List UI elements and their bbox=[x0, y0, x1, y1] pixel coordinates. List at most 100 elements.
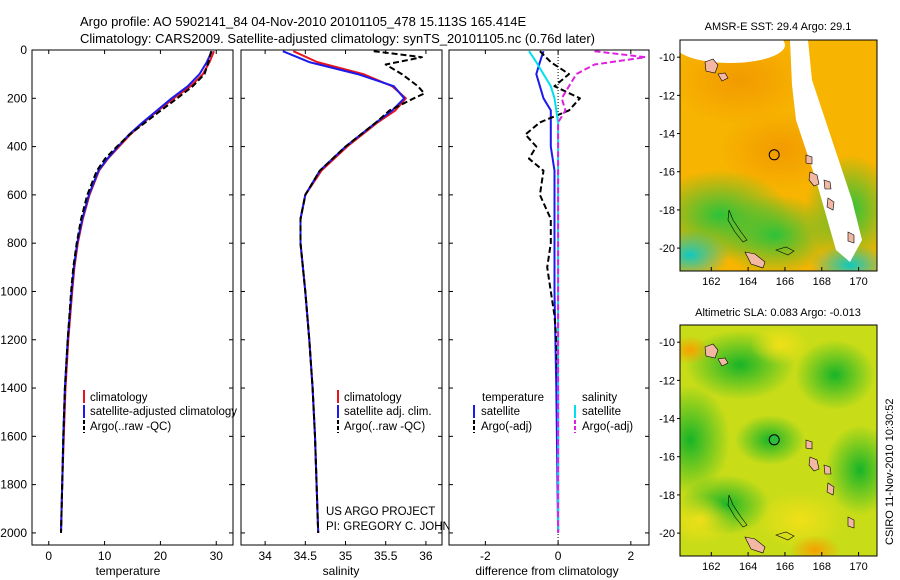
legend-label-sal-argo: Argo(-adj) bbox=[582, 421, 633, 433]
difference-panel: -2 0 2 difference from climatology tempera… bbox=[448, 49, 650, 578]
y-tick-label: 1200 bbox=[0, 333, 27, 347]
x-tick-label: -2 bbox=[480, 549, 491, 563]
map-y-tick-label: -16 bbox=[659, 452, 675, 464]
temperature-y-ticks: 0 200 400 600 800 1000 1200 1400 1600 1800 2000 bbox=[0, 43, 233, 540]
map-x-tick-label: 166 bbox=[776, 561, 794, 573]
sla-high-patch bbox=[755, 490, 845, 550]
sla-map-frame bbox=[679, 324, 878, 557]
island bbox=[847, 516, 855, 529]
map-x-tick-label: 164 bbox=[739, 561, 757, 573]
difference-axes-box bbox=[448, 49, 650, 546]
x-tick-label: 35.5 bbox=[374, 549, 398, 563]
island bbox=[744, 536, 766, 554]
sla-field bbox=[680, 325, 877, 556]
temperature-panel: 0 200 400 600 800 1000 1200 1400 1600 1800 2000 0 1… bbox=[0, 43, 237, 578]
salinity-legend: climatology satellite adj. clim. Argo(..… bbox=[337, 390, 432, 433]
sla-low-patch bbox=[825, 425, 877, 515]
legend-label-argo: Argo(..raw -QC) bbox=[344, 421, 425, 433]
sst-map-panel: AMSR-E SST: 29.4 Argo: 29.1 bbox=[659, 21, 878, 288]
map-y-tick-label: -14 bbox=[659, 414, 675, 426]
map-x-tick-label: 170 bbox=[849, 561, 867, 573]
legend-background bbox=[475, 388, 545, 434]
y-tick-label: 2000 bbox=[0, 526, 27, 540]
sla-land bbox=[704, 343, 855, 554]
sla-map-panel: Altimetric SLA: 0.083 Argo: -0.013 bbox=[659, 307, 878, 573]
difference-x-ticks: -2 0 2 bbox=[449, 49, 649, 563]
sla-peak-patch bbox=[680, 336, 710, 364]
argo-float-marker bbox=[768, 149, 780, 161]
map-y-tick-label: -18 bbox=[659, 490, 675, 502]
y-tick-label: 600 bbox=[7, 188, 27, 202]
map-x-tick-label: 168 bbox=[813, 561, 831, 573]
difference-legend: temperature satellite Argo(-adj) salinit… bbox=[473, 388, 633, 434]
legend-label-temp-satellite: satellite bbox=[481, 406, 520, 418]
temperature-series bbox=[60, 50, 215, 533]
sla-low-patch bbox=[680, 385, 730, 495]
legend-title-salinity: salinity bbox=[582, 392, 617, 404]
y-tick-label: 400 bbox=[7, 140, 27, 154]
map-y-tick-label: -12 bbox=[659, 90, 675, 102]
map-y-tick-label: -14 bbox=[659, 129, 675, 141]
x-tick-label: 10 bbox=[98, 549, 112, 563]
sst-map-ticks: 162 164 166 168 170 -10 -12 -14 -16 -18 -20 bbox=[659, 52, 868, 288]
x-tick-label: 2 bbox=[627, 549, 634, 563]
island bbox=[826, 197, 835, 211]
x-tick-label: 36 bbox=[419, 549, 433, 563]
sla-high-patch bbox=[750, 325, 810, 365]
legend-label-temp-argo: Argo(-adj) bbox=[481, 421, 532, 433]
series-line-argo bbox=[299, 50, 426, 533]
x-tick-label: 0 bbox=[555, 549, 562, 563]
island bbox=[826, 482, 835, 496]
legend-label-sal-satellite: satellite bbox=[582, 406, 621, 418]
sst-missing-data bbox=[790, 40, 862, 262]
island bbox=[808, 171, 820, 187]
legend-label-climatology: climatology bbox=[344, 392, 402, 404]
reef-outline bbox=[775, 246, 795, 256]
map-y-tick-label: -20 bbox=[659, 243, 675, 255]
x-tick-label: 30 bbox=[210, 549, 224, 563]
salinity-x-label: salinity bbox=[323, 564, 360, 578]
reef-outline bbox=[727, 494, 748, 528]
sla-map-title: Altimetric SLA: 0.083 Argo: -0.013 bbox=[695, 307, 861, 319]
island bbox=[744, 251, 766, 269]
map-y-tick-label: -10 bbox=[659, 337, 675, 349]
argo-float-marker bbox=[768, 434, 780, 446]
map-y-tick-label: -12 bbox=[659, 375, 675, 387]
salinity-panel: 34 34.5 35 35.5 36 salinity climatology sate… bbox=[240, 49, 476, 578]
sla-high-patch bbox=[680, 495, 735, 545]
difference-series bbox=[524, 50, 647, 533]
island bbox=[704, 58, 719, 74]
island bbox=[704, 343, 719, 359]
salinity-axes-box bbox=[240, 49, 443, 546]
x-tick-label: 20 bbox=[154, 549, 168, 563]
island bbox=[717, 72, 729, 82]
sst-cold-patch bbox=[810, 245, 877, 271]
island bbox=[823, 464, 832, 475]
project-annotation: US ARGO PROJECT bbox=[326, 506, 435, 518]
map-x-tick-label: 162 bbox=[702, 561, 720, 573]
series-line-salinity-argo bbox=[557, 50, 647, 533]
island bbox=[847, 231, 855, 244]
temperature-x-label: temperature bbox=[96, 564, 161, 578]
x-tick-label: 34.5 bbox=[294, 549, 318, 563]
island bbox=[808, 456, 820, 472]
y-tick-label: 800 bbox=[7, 236, 27, 250]
map-y-tick-label: -20 bbox=[659, 528, 675, 540]
y-tick-label: 1400 bbox=[0, 381, 27, 395]
pi-annotation: PI: GREGORY C. JOHNSON bbox=[326, 521, 476, 533]
x-tick-label: 0 bbox=[45, 549, 52, 563]
temperature-x-ticks: 0 10 20 30 bbox=[45, 50, 223, 563]
x-tick-label: 34 bbox=[258, 549, 272, 563]
map-x-tick-label: 166 bbox=[776, 276, 794, 288]
y-tick-label: 1600 bbox=[0, 429, 27, 443]
temperature-legend: climatology satellite-adjusted climatolo… bbox=[83, 390, 237, 433]
header-line-1: Argo profile: AO 5902141_84 04-Nov-2010 … bbox=[80, 14, 527, 29]
island bbox=[823, 179, 832, 190]
sst-field bbox=[680, 40, 877, 271]
credit-stamp: CSIRO 11-Nov-2010 10:30:52 bbox=[884, 398, 896, 545]
sst-map-title: AMSR-E SST: 29.4 Argo: 29.1 bbox=[705, 21, 852, 33]
y-tick-label: 1000 bbox=[0, 284, 27, 298]
island bbox=[717, 357, 729, 367]
map-x-tick-label: 170 bbox=[849, 276, 867, 288]
